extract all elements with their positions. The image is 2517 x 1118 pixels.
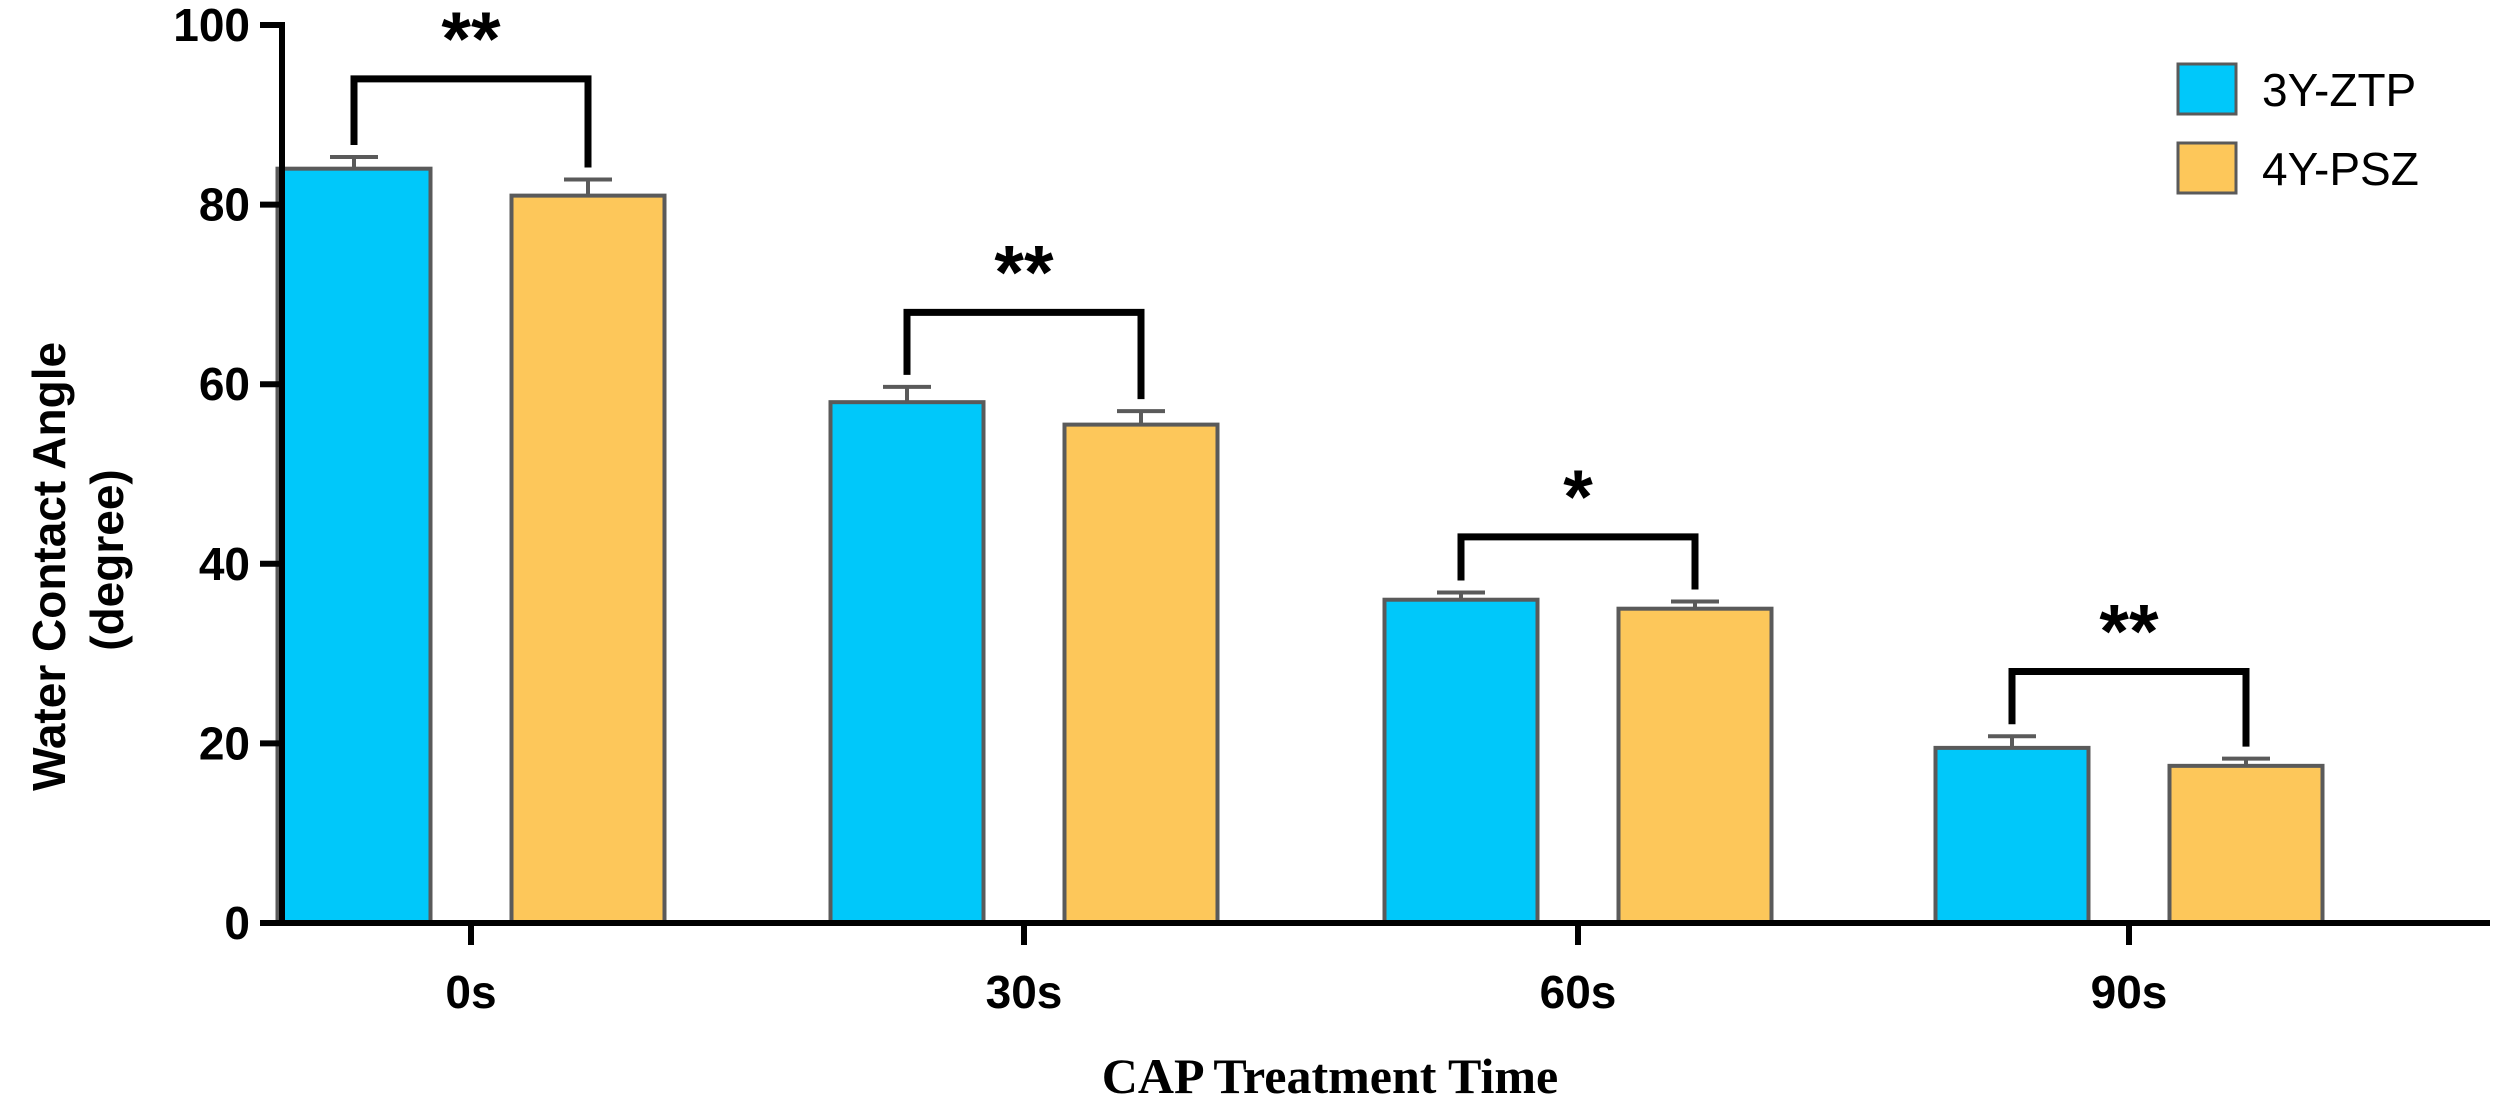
y-axis-title-line-2: (degree) <box>81 469 133 650</box>
significance-bracket-60s <box>1457 533 1699 590</box>
significance-label-30s: ** <box>994 230 1054 315</box>
y-tick-label-60: 60 <box>199 358 250 410</box>
axes-layer <box>279 22 2490 926</box>
legend-entry-3y-ztp: 3Y-ZTP <box>2176 62 2416 116</box>
y-tick-label-100: 100 <box>173 0 250 51</box>
x-tick-label-30s: 30s <box>986 966 1063 1018</box>
legend-swatch-4y-psz <box>2176 141 2238 195</box>
bar-3y-ztp-30s <box>828 400 986 926</box>
legend-entry-4y-psz: 4Y-PSZ <box>2176 141 2419 195</box>
significance-bracket-0s <box>350 75 592 168</box>
significance-label-90s: ** <box>2099 590 2159 675</box>
bar-3y-ztp-0s <box>275 166 433 925</box>
legend-label-3y-ztp: 3Y-ZTP <box>2262 64 2416 116</box>
y-tick-label-0: 0 <box>224 897 250 949</box>
x-tick-label-0s: 0s <box>445 966 496 1018</box>
x-ticks-layer: 0s 30s 60s 90s <box>445 923 2167 1018</box>
significance-bracket-90s <box>2008 668 2250 747</box>
y-tick-label-80: 80 <box>199 179 250 231</box>
y-tick-label-20: 20 <box>199 717 250 769</box>
significance-label-0s: ** <box>441 0 501 82</box>
significance-bracket-30s <box>903 308 1145 400</box>
significance-label-60s: * <box>1563 455 1593 540</box>
bar-4y-psz-0s <box>509 193 667 925</box>
x-tick-label-90s: 90s <box>2091 966 2168 1018</box>
x-tick-label-60s: 60s <box>1540 966 1617 1018</box>
bar-4y-psz-90s <box>2167 763 2325 925</box>
y-ticks-layer: 0 20 40 60 80 100 <box>173 0 282 949</box>
significance-layer: ******* <box>350 0 2250 747</box>
bar-4y-psz-30s <box>1062 422 1220 925</box>
error-bars-layer <box>330 155 2270 766</box>
bar-3y-ztp-90s <box>1933 745 2091 926</box>
bar-3y-ztp-60s <box>1382 597 1540 925</box>
legend-label-4y-psz: 4Y-PSZ <box>2262 143 2419 195</box>
x-axis-title: CAP Treatment Time <box>1102 1048 1558 1104</box>
y-axis-title: Water Contact Angle (degree) <box>23 329 133 791</box>
y-axis-title-line-1: Water Contact Angle <box>23 342 75 791</box>
y-tick-label-40: 40 <box>199 538 250 590</box>
bars-layer <box>275 166 2325 926</box>
legend: 3Y-ZTP 4Y-PSZ <box>2176 62 2419 195</box>
bar-4y-psz-60s <box>1616 606 1774 925</box>
legend-swatch-3y-ztp <box>2176 62 2238 116</box>
